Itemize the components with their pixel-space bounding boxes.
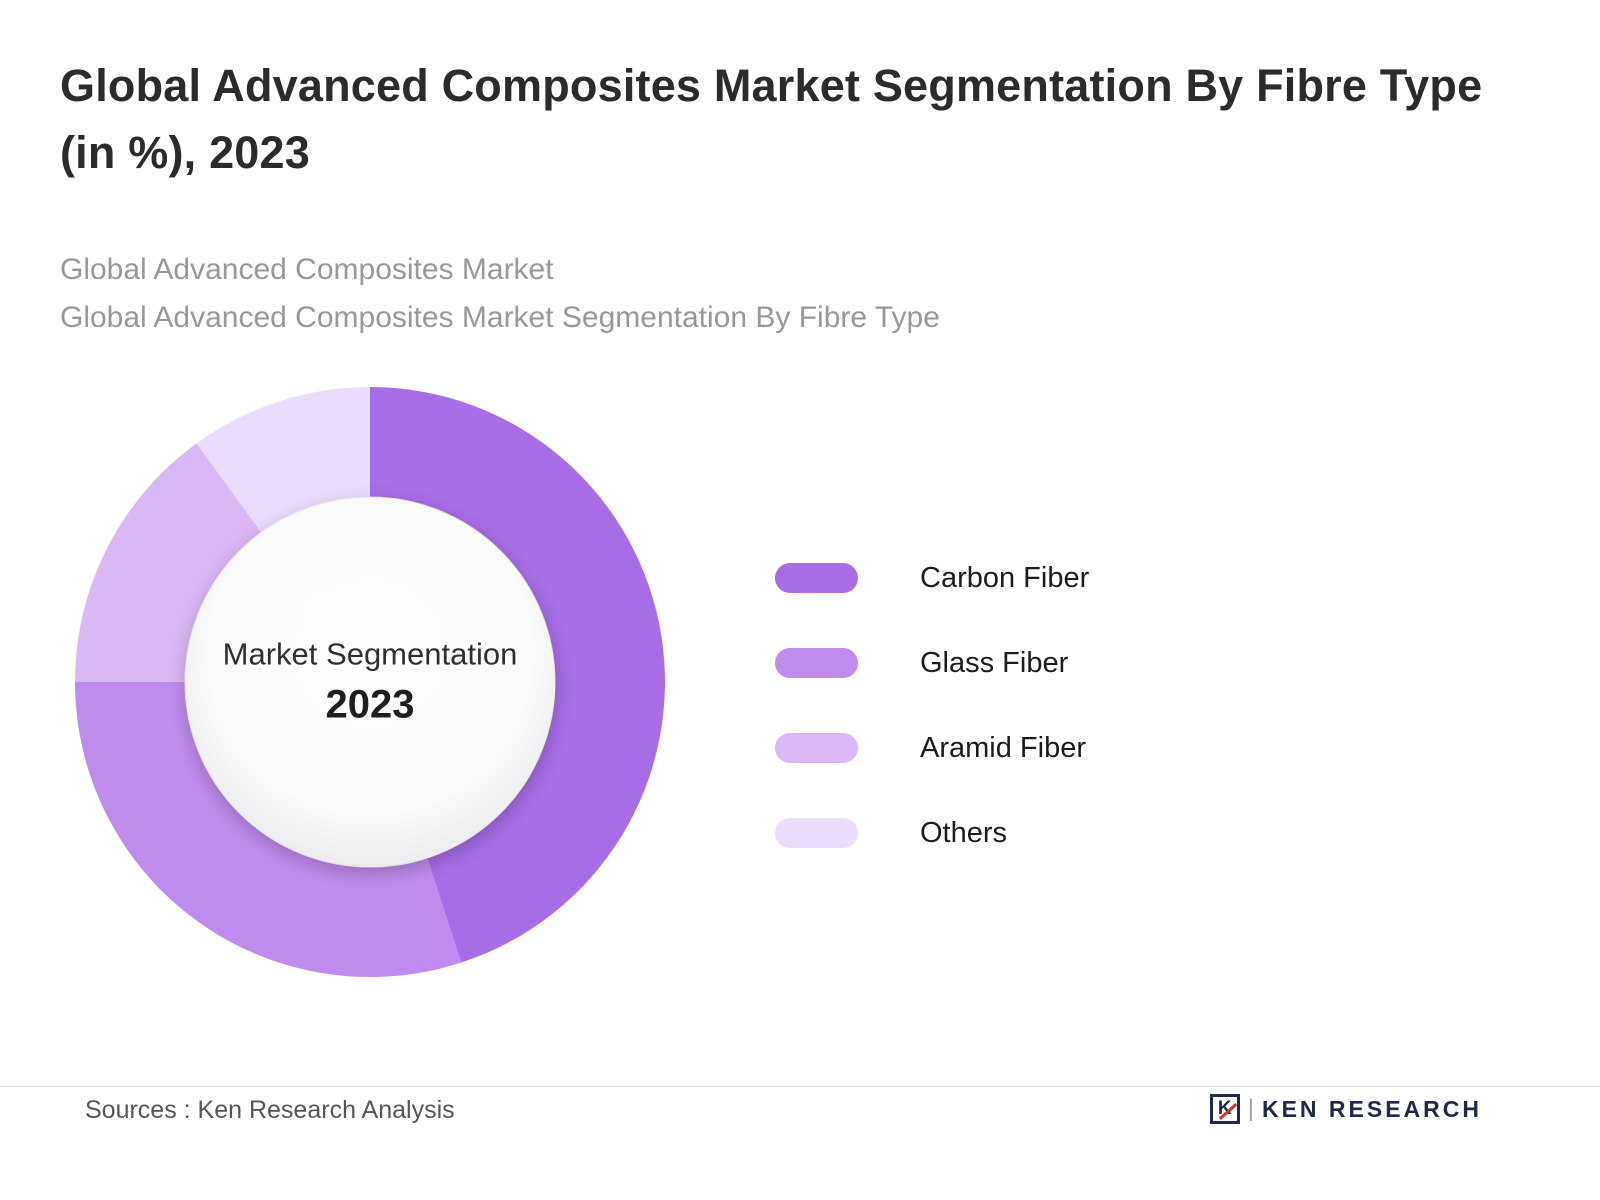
logo-text: KEN RESEARCH [1261,1095,1482,1122]
subtitle-line-1: Global Advanced Composites Market [60,253,554,286]
legend-item-aramid-fiber: Aramid Fiber [775,732,1089,764]
ken-research-logo: K | KEN RESEARCH [1209,1094,1482,1124]
donut-center-circle [184,496,556,868]
footer-divider [0,1086,1600,1087]
legend-swatch [775,563,858,593]
legend-item-others: Others [775,817,1089,849]
legend-item-carbon-fiber: Carbon Fiber [775,562,1089,594]
legend-swatch [775,733,858,763]
legend-label: Carbon Fiber [920,561,1090,594]
legend-item-glass-fiber: Glass Fiber [775,647,1089,679]
legend: Carbon Fiber Glass Fiber Aramid Fiber Other… [775,562,1089,902]
logo-k-icon: K [1209,1094,1240,1124]
legend-label: Glass Fiber [920,646,1069,679]
page-title: Global Advanced Composites Market Segmen… [60,60,1483,178]
sources-text: Sources : Ken Research Analysis [85,1096,455,1124]
donut-chart [75,387,665,977]
legend-label: Aramid Fiber [920,731,1086,764]
logo-separator: | [1247,1095,1254,1122]
chart-subtitles: Global Advanced Composites Market Global… [60,246,940,342]
legend-swatch [775,648,858,678]
subtitle-line-2: Global Advanced Composites Market Segmen… [60,301,940,334]
legend-label: Others [920,816,1008,849]
legend-swatch [775,818,858,848]
